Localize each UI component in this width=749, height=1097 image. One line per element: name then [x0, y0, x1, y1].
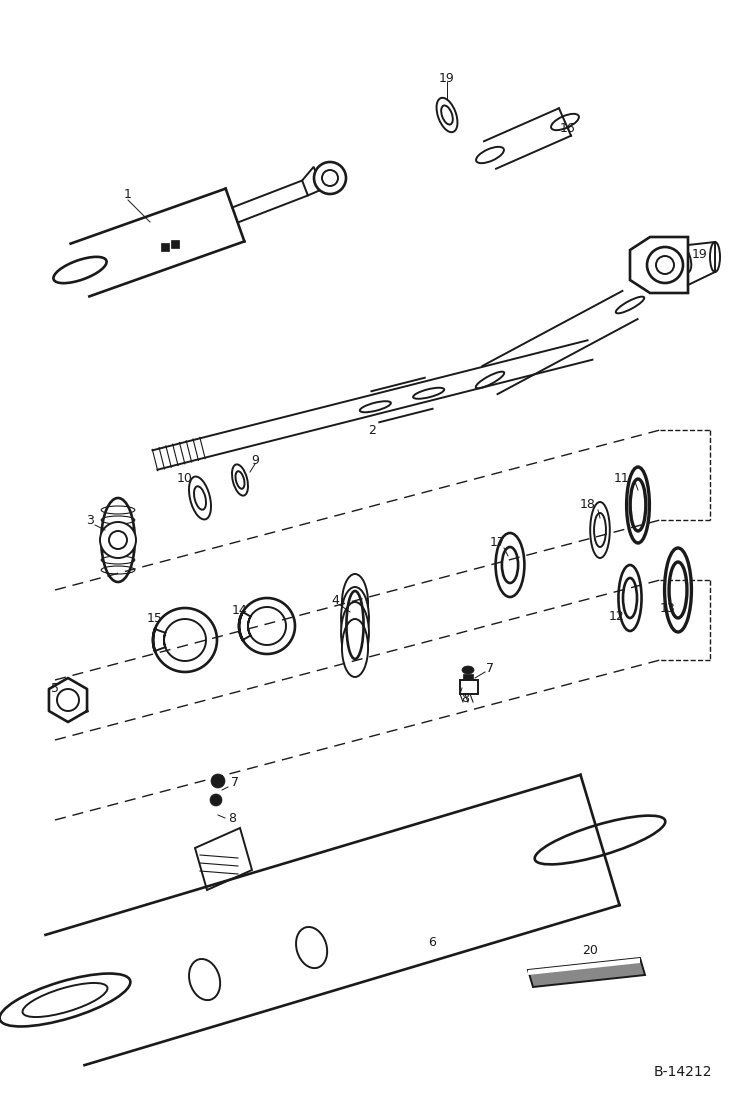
Ellipse shape [710, 242, 720, 272]
Ellipse shape [189, 476, 211, 520]
Bar [460, 680, 478, 694]
Ellipse shape [441, 105, 453, 125]
Polygon shape [630, 237, 688, 293]
Ellipse shape [101, 556, 135, 564]
Ellipse shape [664, 548, 691, 632]
Text: B-14212: B-14212 [654, 1065, 712, 1079]
Ellipse shape [235, 472, 244, 489]
Bar [161, 244, 169, 251]
Text: 8: 8 [461, 691, 469, 704]
Ellipse shape [22, 983, 108, 1017]
Ellipse shape [342, 574, 368, 632]
Text: 2: 2 [368, 423, 376, 437]
Text: 19: 19 [439, 71, 455, 84]
Circle shape [647, 247, 683, 283]
Ellipse shape [341, 587, 369, 649]
Ellipse shape [189, 959, 220, 1000]
Text: 8: 8 [228, 812, 236, 825]
Ellipse shape [101, 546, 135, 554]
Ellipse shape [677, 249, 688, 267]
Ellipse shape [437, 98, 458, 133]
Ellipse shape [630, 479, 646, 531]
Text: 9: 9 [251, 453, 259, 466]
Ellipse shape [627, 467, 649, 543]
Ellipse shape [476, 147, 504, 163]
Text: 6: 6 [428, 936, 436, 949]
Bar [171, 240, 179, 248]
Circle shape [314, 162, 346, 194]
Text: 15: 15 [147, 611, 163, 624]
Text: 3: 3 [86, 513, 94, 527]
Polygon shape [528, 958, 640, 975]
Text: 1: 1 [124, 189, 132, 202]
Ellipse shape [296, 927, 327, 969]
Ellipse shape [101, 566, 135, 574]
Polygon shape [528, 958, 645, 987]
Text: 11: 11 [614, 472, 630, 485]
Text: 17: 17 [490, 536, 506, 550]
Ellipse shape [101, 536, 135, 544]
Ellipse shape [360, 402, 391, 412]
Circle shape [100, 522, 136, 558]
Ellipse shape [535, 815, 665, 864]
Text: 13: 13 [660, 601, 676, 614]
Bar [463, 674, 473, 688]
Text: 12: 12 [609, 611, 625, 623]
Ellipse shape [101, 516, 135, 524]
Ellipse shape [0, 973, 130, 1027]
Ellipse shape [623, 578, 637, 618]
Ellipse shape [619, 565, 642, 631]
Ellipse shape [594, 513, 606, 547]
Ellipse shape [101, 506, 135, 514]
Text: 7: 7 [486, 661, 494, 675]
Ellipse shape [496, 533, 524, 597]
Text: 7: 7 [231, 777, 239, 790]
Text: 18: 18 [580, 498, 596, 511]
Text: 10: 10 [177, 472, 193, 485]
Circle shape [57, 689, 79, 711]
Ellipse shape [194, 486, 206, 510]
Text: 16: 16 [560, 122, 576, 135]
Ellipse shape [53, 257, 106, 283]
Ellipse shape [616, 296, 644, 314]
Ellipse shape [669, 562, 687, 618]
Ellipse shape [342, 619, 368, 677]
Text: 20: 20 [582, 943, 598, 957]
Ellipse shape [551, 114, 579, 131]
Circle shape [210, 794, 222, 806]
Text: 4: 4 [331, 593, 339, 607]
Polygon shape [195, 828, 252, 890]
Ellipse shape [673, 242, 691, 273]
Ellipse shape [101, 525, 135, 534]
Text: 14: 14 [232, 603, 248, 617]
Ellipse shape [476, 372, 504, 388]
Ellipse shape [413, 387, 444, 399]
Text: 19: 19 [692, 249, 708, 261]
Ellipse shape [462, 666, 474, 674]
Ellipse shape [590, 502, 610, 558]
Text: 5: 5 [51, 681, 59, 694]
Ellipse shape [502, 547, 518, 583]
Ellipse shape [341, 602, 369, 664]
Ellipse shape [232, 464, 248, 496]
Circle shape [211, 774, 225, 788]
Polygon shape [302, 167, 322, 195]
